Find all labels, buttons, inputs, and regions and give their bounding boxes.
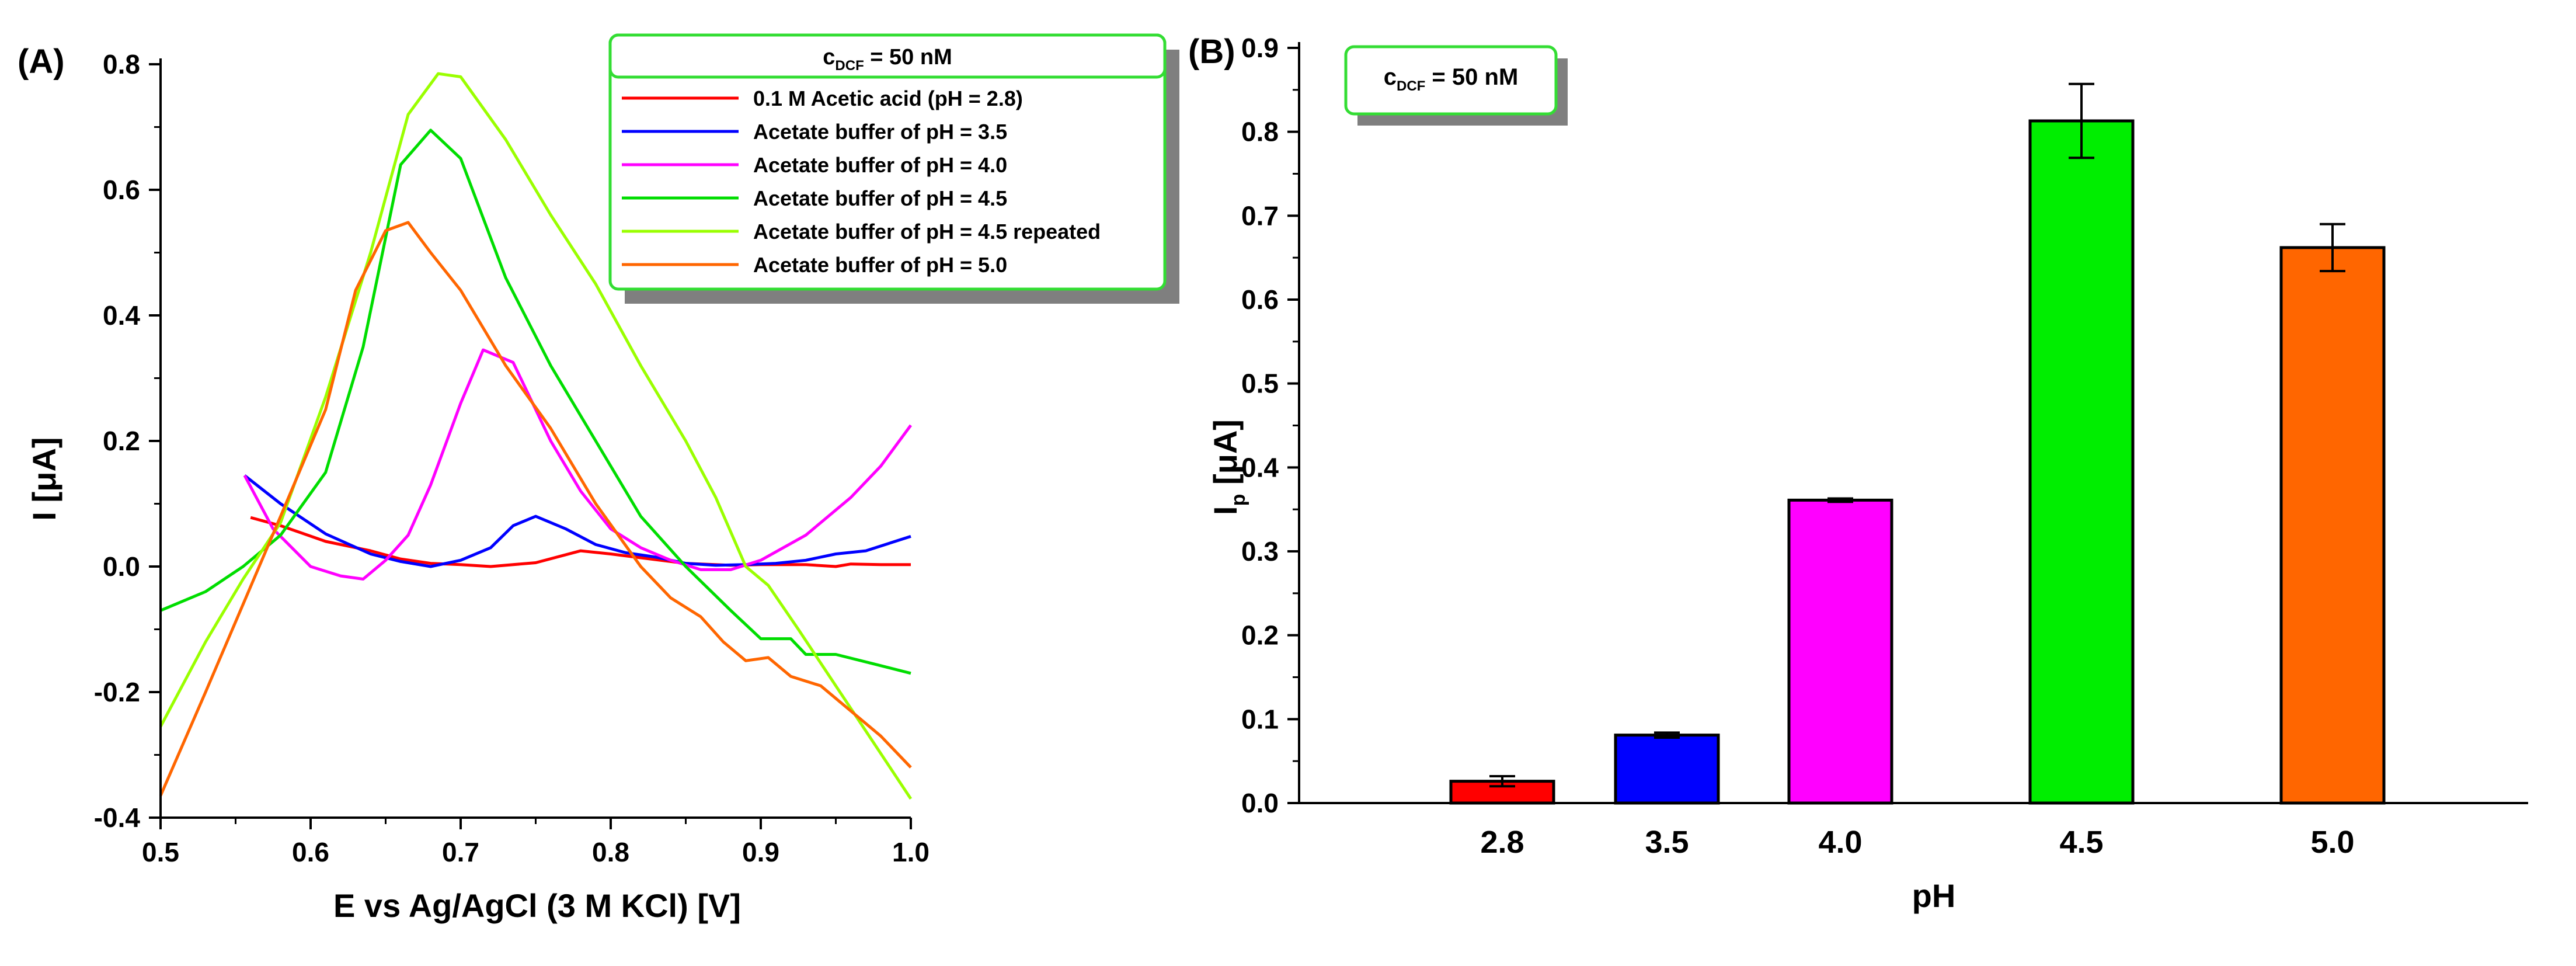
- legend-title-sub: DCF: [835, 58, 864, 74]
- b-y-title-rest: [μA]: [1207, 419, 1244, 494]
- b-y-tick-label: 0.9: [1241, 33, 1279, 63]
- b-annotation-frame: [1344, 45, 1558, 116]
- legend-header-box: [608, 33, 1167, 79]
- panel-b-label: (B): [1188, 33, 1235, 71]
- series-line-6: [159, 221, 912, 797]
- a-x-tick-label: 0.5: [142, 837, 179, 867]
- legend-title: cDCF = 50 nM: [823, 45, 952, 74]
- b-annotation-sub: DCF: [1397, 78, 1425, 94]
- a-y-tick-label: -0.2: [94, 677, 140, 707]
- bar-5.0: [2279, 246, 2386, 805]
- panel-b: (B) 2.8 3.5 4.0 4.5 5.0 0.0 0.1 0.2 0.3 0.4 0.5 0.6…: [1188, 33, 2528, 914]
- legend-title-main: c: [823, 45, 835, 70]
- b-y-axis-title: Ip [μA]: [1207, 419, 1249, 515]
- a-x-axis-title: E vs Ag/AgCl (3 M KCl) [V]: [333, 887, 741, 924]
- bar-4.0: [1787, 498, 1893, 805]
- b-y-tick-label: 0.2: [1241, 620, 1279, 651]
- b-y-title-sub: p: [1227, 494, 1249, 506]
- a-series-group: [159, 72, 913, 800]
- legend-title-rest: = 50 nM: [864, 45, 952, 70]
- bar-3.5: [1614, 734, 1720, 805]
- legend-label-4: Acetate buffer of pH = 4.5: [753, 186, 1007, 210]
- bar-4.5: [2028, 119, 2135, 805]
- series-line-4: [160, 128, 911, 675]
- b-x-tick-label-4.0: 4.0: [1818, 825, 1862, 860]
- a-x-tick-label: 0.9: [742, 837, 779, 867]
- b-annotation-main: c: [1384, 64, 1397, 90]
- panel-a-label: (A): [18, 43, 65, 81]
- a-y-tick-label: 0.0: [103, 551, 140, 582]
- a-legend: cDCF = 50 nM 0.1 M Acetic acid (pH = 2.8…: [608, 33, 1179, 304]
- a-axes: 0.5 0.6 0.7 0.8 0.9 1.0 -0.4 -0.2 0.0 0.2 0.4 0.6 0.…: [94, 49, 930, 867]
- legend-label-5: Acetate buffer of pH = 4.5 repeated: [753, 220, 1101, 244]
- a-x-tick-label: 0.6: [292, 837, 329, 867]
- b-x-tick-label-2.8: 2.8: [1480, 825, 1524, 860]
- b-annotation-text: cDCF = 50 nM: [1384, 64, 1519, 94]
- b-y-tick-label: 0.1: [1241, 704, 1279, 734]
- b-y-tick-label: 0.3: [1241, 536, 1279, 567]
- a-y-tick-label: -0.4: [94, 802, 141, 833]
- b-y-tick-label: 0.8: [1241, 117, 1279, 147]
- series-line-2: [243, 474, 911, 568]
- a-x-tick-label: 1.0: [892, 837, 930, 867]
- legend-label-1: 0.1 M Acetic acid (pH = 2.8): [753, 86, 1023, 110]
- a-y-tick-label: 0.2: [103, 426, 140, 456]
- series-line-1: [250, 516, 911, 568]
- b-x-tick-label-5.0: 5.0: [2310, 825, 2354, 860]
- legend-label-2: Acetate buffer of pH = 3.5: [753, 120, 1007, 144]
- b-axes: 2.8 3.5 4.0 4.5 5.0 0.0 0.1 0.2 0.3 0.4 0.5 0.6 0.7 0…: [1241, 33, 2528, 860]
- legend-items: 0.1 M Acetic acid (pH = 2.8) Acetate buff…: [622, 86, 1101, 277]
- b-y-title-main: I: [1207, 506, 1244, 515]
- a-x-tick-label: 0.7: [442, 837, 479, 867]
- b-y-tick-label: 0.4: [1241, 452, 1279, 482]
- legend-label-3: Acetate buffer of pH = 4.0: [753, 153, 1007, 177]
- plot-a: 0.5 0.6 0.7 0.8 0.9 1.0 -0.4 -0.2 0.0 0.2 0.4 0.6 0.…: [94, 49, 930, 867]
- b-bars-group: [1449, 82, 2386, 805]
- a-y-tick-label: 0.4: [103, 300, 140, 331]
- panel-a: (A) 0.5 0.6 0.7 0.8 0.9 1.0-0.4-0.20.00.20.40…: [18, 33, 1179, 924]
- a-y-axis-title: I [μA]: [26, 437, 62, 520]
- legend-label-6: Acetate buffer of pH = 5.0: [753, 253, 1007, 277]
- b-x-axis-title: pH: [1912, 877, 1956, 914]
- series-line-3: [243, 348, 913, 581]
- a-y-tick-label: 0.6: [103, 175, 140, 205]
- b-x-tick-label-4.5: 4.5: [2059, 825, 2103, 860]
- a-y-tick-label: 0.8: [103, 49, 140, 79]
- b-y-tick-label: 0.5: [1241, 369, 1279, 399]
- b-y-tick-label: 0.0: [1241, 788, 1279, 818]
- b-annotation-rest: = 50 nM: [1425, 64, 1518, 90]
- a-x-tick-label: 0.8: [592, 837, 629, 867]
- plot-b: 2.8 3.5 4.0 4.5 5.0 0.0 0.1 0.2 0.3 0.4 0.5 0.6 0.7 0…: [1241, 33, 2528, 860]
- b-y-tick-label: 0.6: [1241, 284, 1279, 315]
- b-annotation-box: cDCF = 50 nM: [1344, 45, 1568, 126]
- b-x-tick-label-3.5: 3.5: [1645, 825, 1689, 860]
- b-y-tick-label: 0.7: [1241, 200, 1279, 231]
